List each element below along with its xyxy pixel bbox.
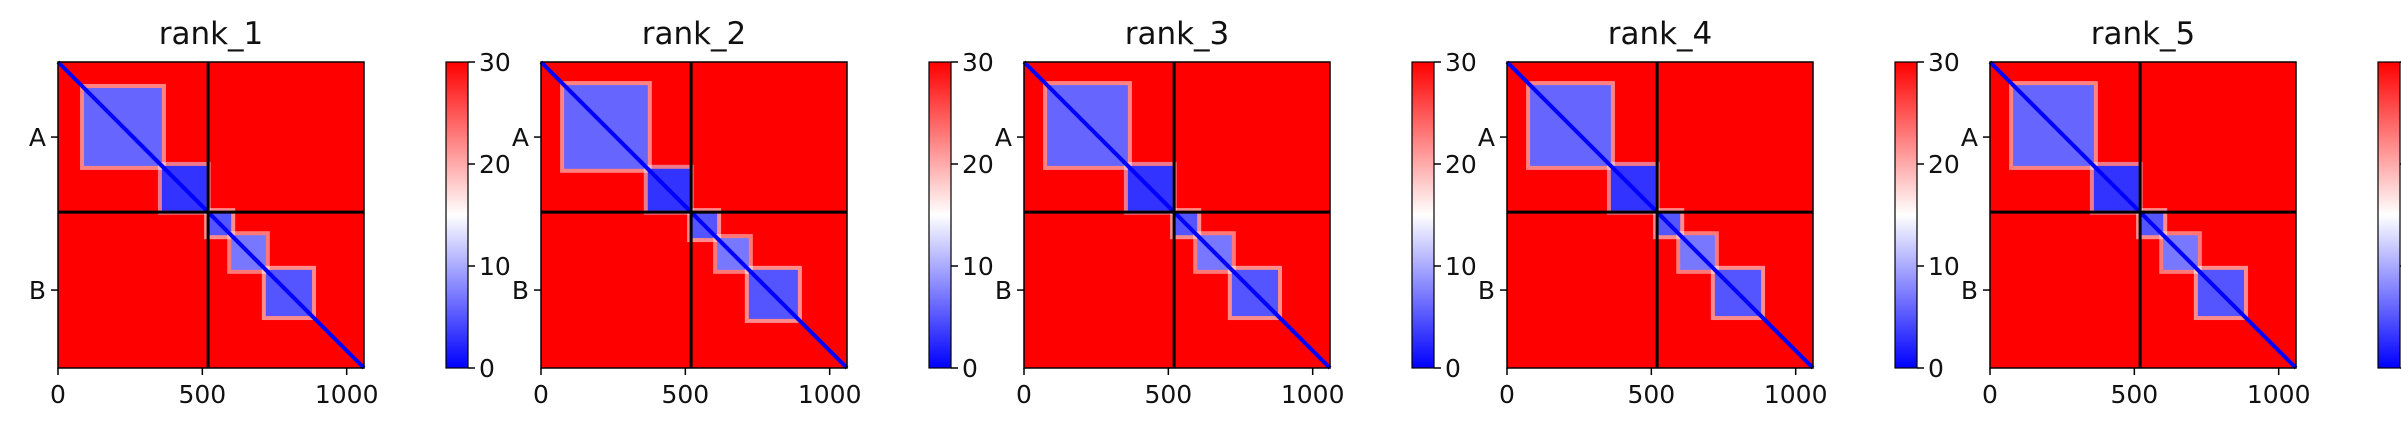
colorbar-tick-label: 10 [1928, 252, 1960, 281]
diagonal-line [56, 60, 366, 370]
diagonal-line [1022, 60, 1332, 370]
colorbar-tick-label: 30 [479, 48, 511, 77]
axes-frame [1989, 61, 2297, 369]
panel-title: rank_4 [1608, 16, 1713, 52]
x-tick-label: 0 [50, 380, 66, 409]
colorbar [1411, 61, 1435, 369]
y-tick-label: A [1961, 123, 1978, 152]
y-tick-label: A [29, 123, 46, 152]
colorbar-tick-label: 0 [479, 354, 495, 383]
panel-rank_3: rank_3 0 500 1000 A B 0 10 20 30 [995, 16, 1477, 409]
colorbar-tick-label: 10 [1445, 252, 1477, 281]
colorbar-tick-label: 30 [962, 48, 994, 77]
x-tick-label: 500 [2110, 380, 2158, 409]
colorbar-tick-label: 30 [1928, 48, 1960, 77]
colorbar [2377, 61, 2401, 369]
x-tick-label: 0 [1982, 380, 1998, 409]
colorbar-tick-label: 20 [479, 150, 511, 179]
diagonal-line [1988, 60, 2298, 370]
colorbar-tick-label: 30 [1445, 48, 1477, 77]
y-tick-label: A [995, 123, 1012, 152]
y-tick-label: B [1478, 276, 1495, 305]
x-tick-label: 1000 [1281, 380, 1345, 409]
x-tick-label: 500 [1627, 380, 1675, 409]
panel-rank_2: rank_2 0 500 1000 A B 0 10 20 30 [512, 16, 994, 409]
colorbar-tick-label: 20 [1928, 150, 1960, 179]
y-tick-label: A [1478, 123, 1495, 152]
panel-title: rank_2 [642, 16, 747, 52]
diagonal-line [539, 60, 849, 370]
panel-title: rank_3 [1125, 16, 1230, 52]
panel-rank_5: rank_505001000AB0102030 [1961, 16, 2401, 409]
colorbar-tick-label: 20 [962, 150, 994, 179]
colorbar-tick-label: 0 [962, 354, 978, 383]
panel-rank_1: rank_1 0 500 1000 A B 0 10 20 30 [29, 16, 511, 409]
axes-frame [1023, 61, 1331, 369]
colorbar-tick-label: 10 [479, 252, 511, 281]
y-tick-label: B [995, 276, 1012, 305]
panel-title: rank_1 [159, 16, 264, 52]
x-tick-label: 1000 [798, 380, 862, 409]
diagonal-line [1505, 60, 1815, 370]
colorbar-tick-label: 0 [1445, 354, 1461, 383]
x-tick-label: 1000 [315, 380, 379, 409]
x-tick-label: 500 [178, 380, 226, 409]
x-tick-label: 500 [1144, 380, 1192, 409]
axes-frame [540, 61, 848, 369]
colorbar [1894, 61, 1918, 369]
x-tick-label: 0 [1499, 380, 1515, 409]
colorbar-tick-label: 20 [1445, 150, 1477, 179]
panel-title: rank_5 [2091, 16, 2196, 52]
y-tick-label: B [1961, 276, 1978, 305]
y-tick-label: B [29, 276, 46, 305]
colorbar-tick-label: 0 [1928, 354, 1944, 383]
colorbar [928, 61, 952, 369]
axes-frame [1506, 61, 1814, 369]
axes-frame [57, 61, 365, 369]
x-tick-label: 1000 [2247, 380, 2311, 409]
y-tick-label: A [512, 123, 529, 152]
colorbar-tick-label: 10 [962, 252, 994, 281]
x-tick-label: 1000 [1764, 380, 1828, 409]
x-tick-label: 500 [661, 380, 709, 409]
y-tick-label: B [512, 276, 529, 305]
colorbar [445, 61, 469, 369]
x-tick-label: 0 [1016, 380, 1032, 409]
x-tick-label: 0 [533, 380, 549, 409]
panel-rank_4: rank_4 0 500 1000 A B 0 10 20 30 [1478, 16, 1960, 409]
